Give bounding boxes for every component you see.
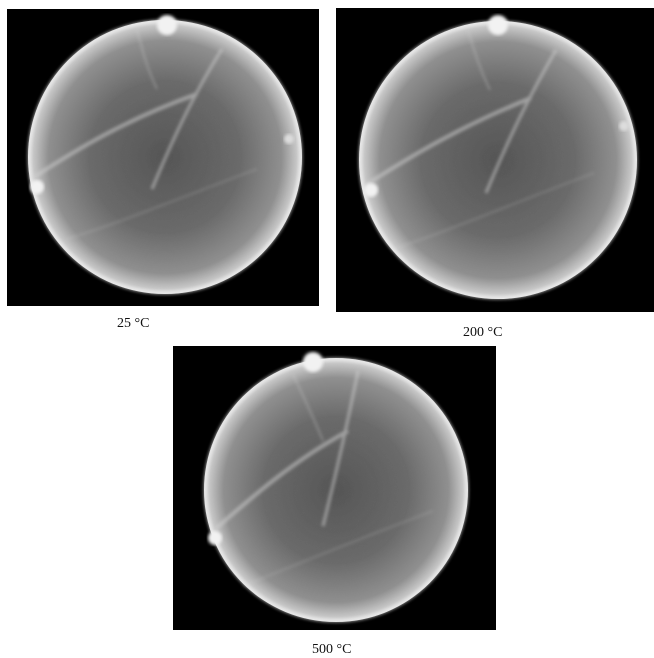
ct-slice-image xyxy=(203,352,469,623)
caption-25c: 25 °C xyxy=(117,316,150,331)
ct-slice-25c xyxy=(7,9,319,306)
ct-slice-image xyxy=(358,15,638,300)
ct-slice-200c xyxy=(336,8,654,312)
caption-500c: 500 °C xyxy=(312,642,352,657)
ct-slice-image xyxy=(27,15,303,295)
ct-slice-500c xyxy=(173,346,496,630)
caption-200c: 200 °C xyxy=(463,325,503,340)
